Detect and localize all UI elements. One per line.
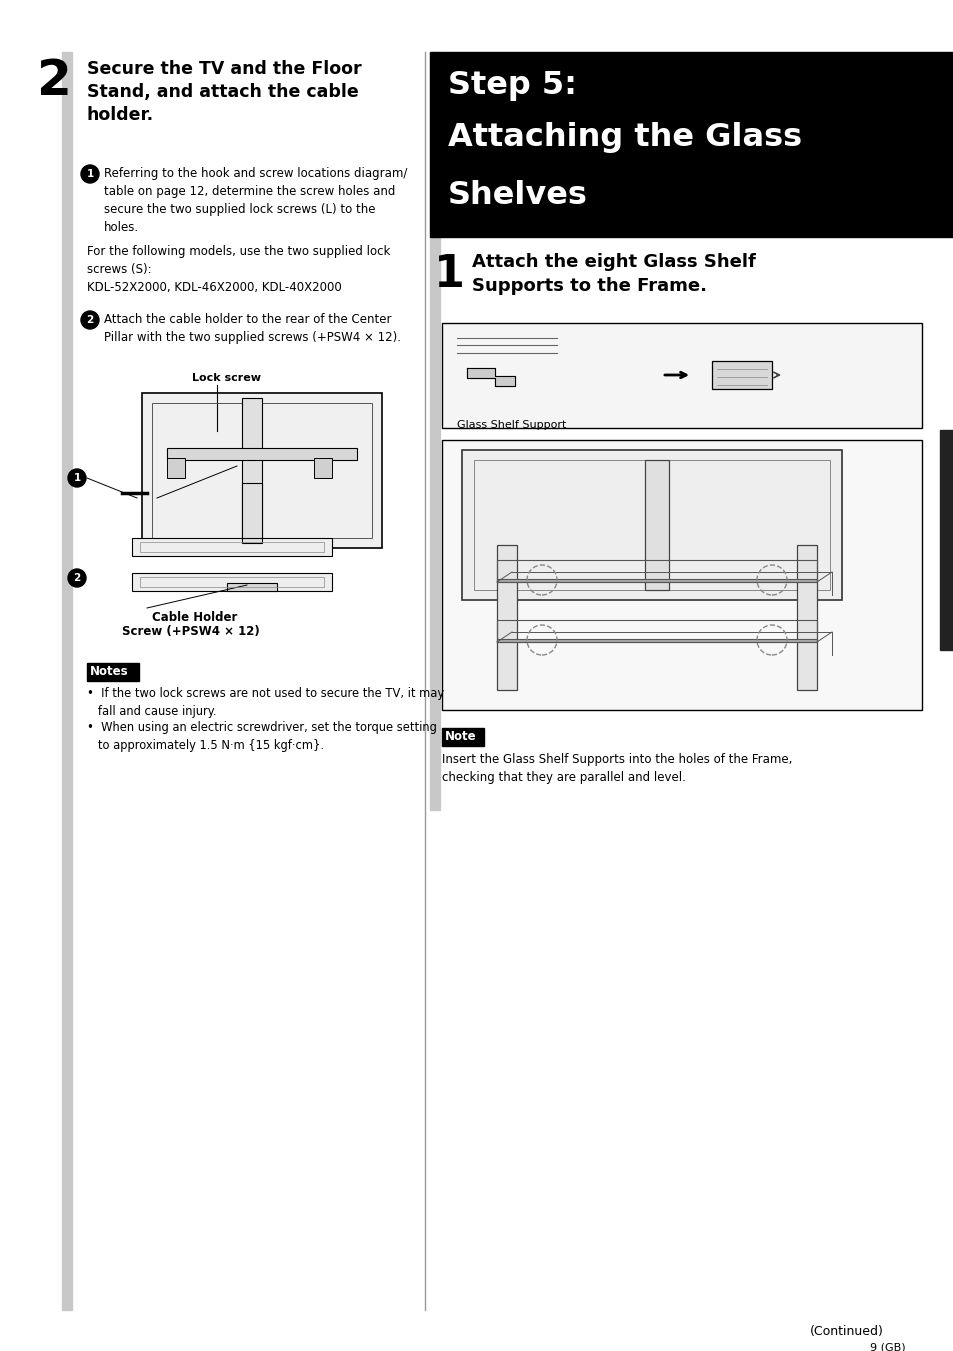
Text: 2: 2 (87, 315, 93, 326)
Bar (142, 393, 381, 549)
Bar (441, 728, 483, 746)
Text: Note: Note (444, 730, 476, 743)
Text: 2: 2 (37, 57, 71, 105)
Bar (939, 430, 953, 650)
Text: Screw (+PSW4 × 12): Screw (+PSW4 × 12) (122, 626, 259, 638)
Bar (644, 459, 668, 590)
Text: (Continued): (Continued) (809, 1325, 882, 1337)
Bar (497, 544, 517, 690)
Text: 1: 1 (73, 473, 81, 484)
Text: Insert the Glass Shelf Supports into the holes of the Frame,
checking that they : Insert the Glass Shelf Supports into the… (441, 753, 792, 784)
Bar (167, 449, 356, 459)
Text: 2: 2 (73, 573, 81, 584)
Text: Notes: Notes (90, 665, 129, 678)
Text: •  If the two lock screws are not used to secure the TV, it may
   fall and caus: • If the two lock screws are not used to… (87, 688, 444, 717)
Bar (711, 361, 771, 389)
Bar (152, 403, 372, 538)
Text: •  When using an electric screwdriver, set the torque setting
   to approximatel: • When using an electric screwdriver, se… (87, 721, 436, 753)
Bar (140, 577, 324, 586)
Bar (430, 51, 439, 811)
Bar (62, 51, 71, 1310)
Bar (796, 544, 816, 690)
Bar (497, 639, 816, 642)
Text: Secure the TV and the Floor
Stand, and attach the cable
holder.: Secure the TV and the Floor Stand, and a… (87, 59, 361, 124)
Text: 9 (GB): 9 (GB) (869, 1342, 904, 1351)
Text: Attach the eight Glass Shelf
Supports to the Frame.: Attach the eight Glass Shelf Supports to… (472, 253, 755, 295)
Bar (242, 399, 262, 543)
Text: For the following models, use the two supplied lock
screws (S):
KDL-52X2000, KDL: For the following models, use the two su… (87, 245, 390, 295)
Text: Referring to the hook and screw locations diagram/
table on page 12, determine t: Referring to the hook and screw location… (104, 168, 407, 234)
Bar (314, 458, 332, 478)
Bar (167, 458, 185, 478)
Bar (474, 459, 829, 590)
Bar (461, 450, 841, 600)
Text: Lock screw: Lock screw (192, 373, 261, 382)
Bar (497, 620, 816, 642)
Circle shape (68, 469, 86, 486)
Bar (132, 573, 332, 590)
Bar (497, 580, 816, 582)
Circle shape (68, 569, 86, 586)
Text: Cable Holder: Cable Holder (152, 611, 237, 624)
Text: Glass Shelf Support: Glass Shelf Support (456, 420, 566, 430)
Bar (227, 584, 276, 590)
Bar (140, 542, 324, 553)
Bar (441, 323, 921, 428)
Text: Attach the cable holder to the rear of the Center
Pillar with the two supplied s: Attach the cable holder to the rear of t… (104, 313, 400, 345)
Bar (87, 663, 139, 681)
Text: Shelves: Shelves (448, 180, 587, 211)
Circle shape (81, 311, 99, 330)
Polygon shape (467, 367, 515, 386)
Bar (242, 484, 262, 538)
Bar (430, 51, 953, 236)
Bar (441, 440, 921, 711)
Text: 1: 1 (87, 169, 93, 178)
Circle shape (81, 165, 99, 182)
Bar (497, 561, 816, 582)
Text: Step 5:: Step 5: (448, 70, 577, 101)
Text: 1: 1 (434, 253, 464, 296)
Text: Attaching the Glass: Attaching the Glass (448, 122, 801, 153)
Bar (132, 538, 332, 557)
